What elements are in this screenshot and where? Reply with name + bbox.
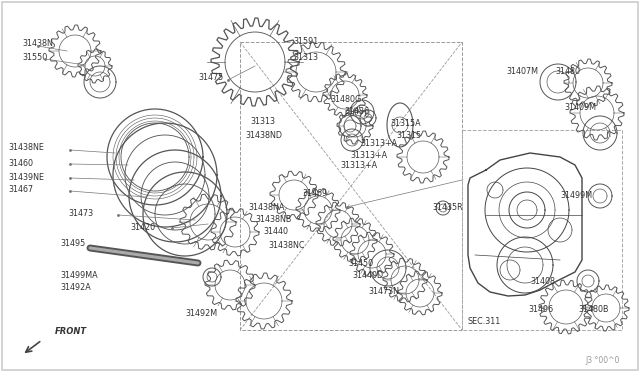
Text: 31480G: 31480G	[330, 96, 361, 105]
Text: 31438ND: 31438ND	[245, 131, 282, 140]
Text: 31313+A: 31313+A	[350, 151, 387, 160]
Text: 31450: 31450	[348, 259, 373, 267]
Text: 31409M: 31409M	[564, 103, 596, 112]
Text: SEC.311: SEC.311	[468, 317, 501, 327]
Text: 31460: 31460	[8, 158, 33, 167]
Text: FRONT: FRONT	[55, 327, 87, 336]
Text: 31408: 31408	[530, 278, 555, 286]
Text: 31492A: 31492A	[60, 283, 91, 292]
Text: 31480: 31480	[555, 67, 580, 77]
Text: 31438N: 31438N	[22, 39, 53, 48]
Text: 31438NE: 31438NE	[8, 144, 44, 153]
Text: 31496: 31496	[528, 305, 553, 314]
Text: J3 °00^0: J3 °00^0	[586, 356, 620, 365]
Text: 31436: 31436	[344, 106, 369, 115]
Text: 31499MA: 31499MA	[60, 270, 98, 279]
Text: 31439NE: 31439NE	[8, 173, 44, 182]
Text: 31550: 31550	[22, 52, 47, 61]
Text: 31438NA: 31438NA	[248, 203, 284, 212]
Text: 31475: 31475	[198, 74, 223, 83]
Text: 31467: 31467	[8, 186, 33, 195]
Text: 31315: 31315	[396, 131, 421, 141]
Text: 31313: 31313	[293, 54, 318, 62]
Text: 31440D: 31440D	[352, 272, 383, 280]
Text: 31591: 31591	[293, 38, 318, 46]
Text: 31313: 31313	[250, 118, 275, 126]
Text: 31420: 31420	[130, 224, 155, 232]
Text: 31313+A: 31313+A	[360, 140, 397, 148]
Text: 31480B: 31480B	[578, 305, 609, 314]
Text: 31313+A: 31313+A	[340, 161, 377, 170]
Text: 31473: 31473	[68, 209, 93, 218]
Text: 31315A: 31315A	[390, 119, 420, 128]
Text: 31492M: 31492M	[185, 310, 217, 318]
Text: 31469: 31469	[302, 189, 327, 198]
Text: 31407M: 31407M	[506, 67, 538, 77]
Text: 31438NB: 31438NB	[255, 215, 291, 224]
Text: 31495: 31495	[60, 238, 85, 247]
Text: 31473N: 31473N	[368, 288, 399, 296]
Text: 31499M: 31499M	[560, 192, 592, 201]
Text: 31440: 31440	[263, 228, 288, 237]
Text: 31438NC: 31438NC	[268, 241, 305, 250]
Text: 31435R: 31435R	[432, 202, 463, 212]
